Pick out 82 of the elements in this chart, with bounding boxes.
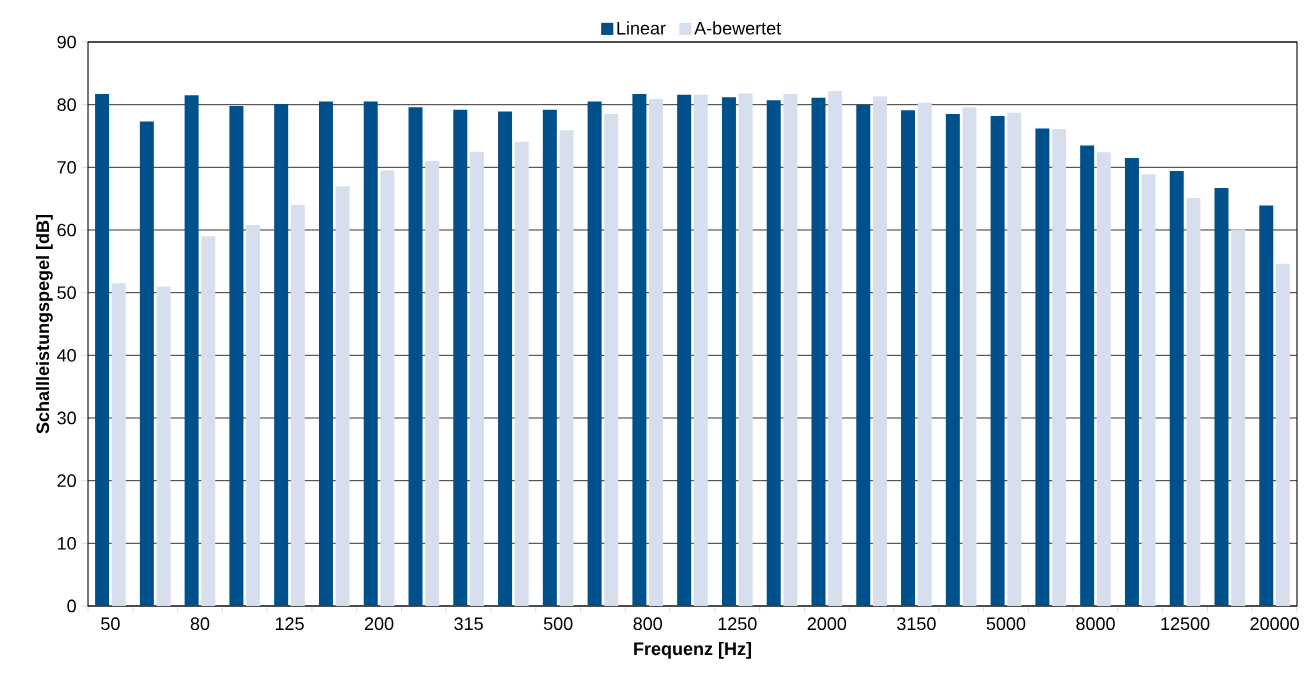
bar: [811, 97, 826, 606]
bar: [514, 141, 529, 606]
x-tick-label: 500: [543, 617, 573, 631]
y-tick-label: 80: [57, 98, 76, 112]
bar: [408, 107, 423, 606]
x-tick-label: 80: [190, 617, 210, 631]
y-tick-label: 30: [57, 411, 76, 425]
bar: [1231, 229, 1246, 606]
bar: [962, 107, 977, 606]
bar: [1080, 145, 1095, 606]
bar: [945, 114, 960, 606]
bar: [1141, 174, 1156, 606]
x-tick-label: 8000: [1076, 617, 1115, 631]
bar: [469, 151, 484, 606]
bar: [1275, 263, 1290, 606]
bar: [498, 111, 513, 606]
bar: [184, 95, 199, 606]
bar: [1186, 198, 1201, 606]
x-tick-label: 1250: [718, 617, 757, 631]
bar: [783, 94, 798, 606]
bar: [559, 130, 574, 606]
bar: [246, 224, 261, 606]
bar: [901, 110, 916, 606]
bar: [95, 94, 110, 606]
bar: [335, 186, 350, 606]
bar: [1124, 157, 1139, 606]
bar: [587, 101, 602, 606]
bar: [229, 105, 244, 606]
bar: [201, 236, 216, 606]
y-tick-label: 0: [67, 599, 76, 613]
bar: [139, 121, 154, 606]
x-tick-label: 5000: [986, 617, 1026, 631]
bar: [649, 99, 664, 606]
bar: [738, 93, 753, 606]
y-tick-label: 70: [57, 160, 76, 174]
bar: [1052, 129, 1067, 606]
bar: [632, 94, 647, 606]
y-tick-label: 60: [57, 223, 76, 237]
bar: [542, 109, 557, 606]
bar: [1214, 188, 1229, 606]
bar: [1259, 205, 1274, 606]
bar: [1096, 152, 1111, 606]
y-tick-label: 20: [57, 474, 76, 488]
bar: [1007, 112, 1022, 606]
x-tick-label: 315: [454, 617, 483, 631]
bar: [290, 204, 305, 606]
bar: [425, 161, 440, 606]
bar: [856, 104, 871, 606]
x-tick-label: 50: [101, 617, 120, 631]
bar: [917, 102, 932, 606]
bar: [677, 94, 692, 606]
bar: [380, 170, 395, 606]
x-tick-label: 2000: [807, 617, 847, 631]
y-tick-label: 50: [57, 286, 76, 300]
bar: [274, 104, 289, 606]
bar: [363, 101, 378, 606]
legend-label: Linear: [617, 21, 666, 35]
bar: [318, 101, 333, 606]
x-tick-label: 3150: [897, 617, 936, 631]
bar: [156, 286, 171, 606]
bar: [604, 114, 619, 606]
y-axis-title: Schallleistungspegel [dB]: [35, 215, 53, 434]
legend-label: A-bewertet: [694, 21, 782, 35]
x-tick-label: 800: [633, 617, 663, 631]
x-tick-label: 12500: [1161, 617, 1210, 631]
y-tick-label: 40: [57, 348, 76, 362]
bar: [1035, 128, 1050, 606]
x-tick-label: 125: [275, 617, 304, 631]
y-tick-label: 90: [57, 35, 76, 49]
bar: [1169, 171, 1184, 606]
bar: [828, 90, 843, 606]
bar: [111, 283, 126, 606]
x-tick-label: 200: [364, 617, 394, 631]
bar: [990, 115, 1005, 606]
bar: [872, 96, 887, 606]
bar: [721, 97, 736, 606]
x-axis-title: Frequenz [Hz]: [634, 641, 751, 659]
y-tick-label: 10: [57, 536, 76, 550]
bar: [693, 94, 708, 606]
bar: [766, 100, 781, 606]
x-tick-label: 20000: [1250, 617, 1299, 631]
bar: [453, 109, 468, 606]
